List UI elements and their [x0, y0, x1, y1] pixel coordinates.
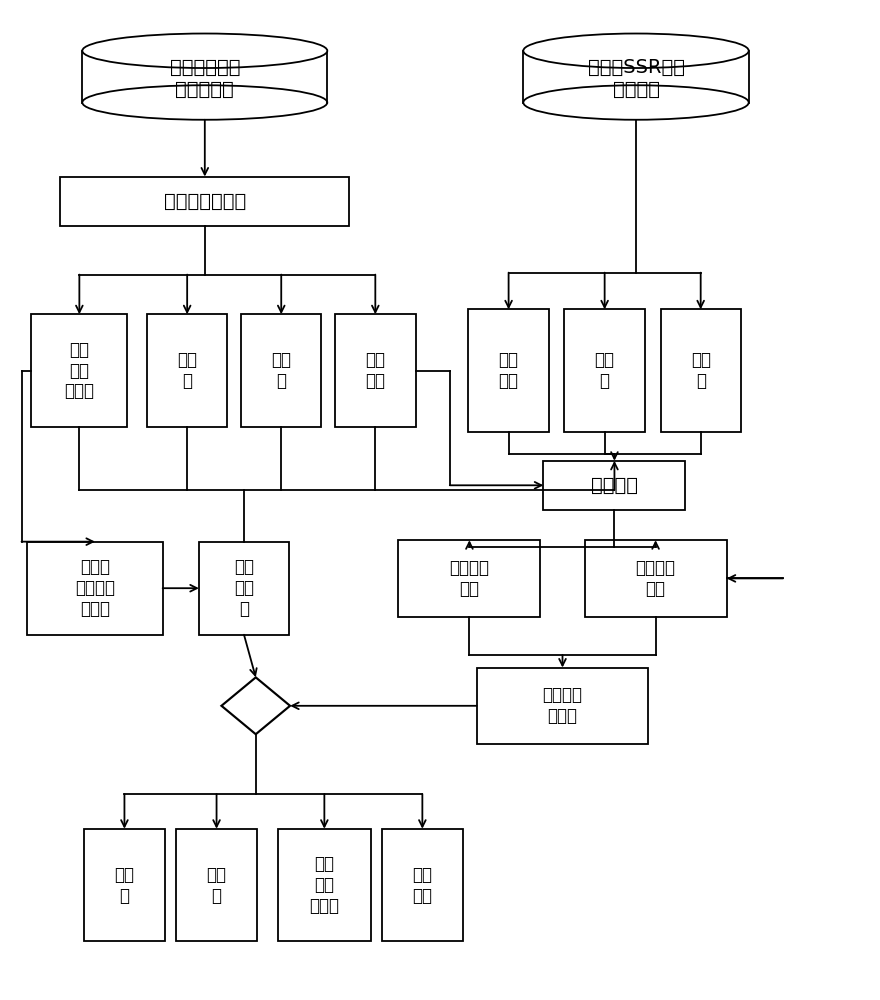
Bar — [564, 309, 645, 432]
Bar — [278, 829, 370, 941]
Bar — [84, 829, 165, 941]
Text: 缺陷
度: 缺陷 度 — [114, 866, 135, 905]
Bar — [176, 829, 257, 941]
Bar — [468, 309, 549, 432]
Bar — [241, 314, 321, 427]
Text: 产量
抗性
等特征: 产量 抗性 等特征 — [64, 341, 94, 400]
Bar — [83, 51, 327, 103]
Text: 双亲花
期、高差
协调性: 双亲花 期、高差 协调性 — [75, 558, 115, 618]
Text: 自交系多点田
间鉴定数据: 自交系多点田 间鉴定数据 — [170, 58, 240, 99]
Bar — [382, 829, 463, 941]
Bar — [60, 177, 349, 226]
Text: 优异
度: 优异 度 — [207, 866, 226, 905]
Text: 数据标准化处理: 数据标准化处理 — [164, 192, 246, 211]
Text: 双亲遗传
距离: 双亲遗传 距离 — [635, 559, 676, 598]
Ellipse shape — [83, 85, 327, 120]
Text: 双亲杂种
优势率: 双亲杂种 优势率 — [542, 686, 583, 725]
Ellipse shape — [524, 34, 749, 68]
Bar — [661, 309, 741, 432]
Ellipse shape — [83, 34, 327, 68]
Ellipse shape — [524, 85, 749, 120]
Text: 自交系SSR分子
标记数据: 自交系SSR分子 标记数据 — [588, 58, 685, 99]
Bar — [335, 314, 415, 427]
Text: 优异
度: 优异 度 — [177, 351, 197, 390]
Text: 亲本筛选: 亲本筛选 — [591, 476, 638, 495]
Bar — [147, 314, 227, 427]
Bar — [524, 51, 749, 103]
Bar — [32, 314, 128, 427]
Text: 亲本
价值: 亲本 价值 — [365, 351, 385, 390]
Text: 有效
位点: 有效 位点 — [499, 351, 518, 390]
Bar — [399, 540, 540, 617]
Bar — [543, 461, 686, 510]
Bar — [477, 668, 649, 744]
Text: 正反
交价
值: 正反 交价 值 — [234, 558, 254, 618]
Text: 杂带
数: 杂带 数 — [595, 351, 614, 390]
Text: 杂合
率: 杂合 率 — [691, 351, 711, 390]
Polygon shape — [222, 677, 290, 734]
Bar — [584, 540, 727, 617]
Text: 组合
价值: 组合 价值 — [413, 866, 432, 905]
Text: 双亲表型
距离: 双亲表型 距离 — [450, 559, 489, 598]
Text: 产量
抗性
等特征: 产量 抗性 等特征 — [310, 855, 340, 915]
Text: 缺陷
度: 缺陷 度 — [271, 351, 291, 390]
Bar — [27, 542, 163, 635]
Bar — [199, 542, 289, 635]
